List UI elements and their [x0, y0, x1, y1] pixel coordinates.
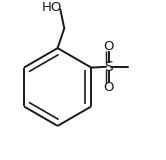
Text: HO: HO [42, 1, 63, 15]
Text: S: S [104, 60, 113, 74]
Text: O: O [103, 40, 114, 53]
Text: O: O [103, 81, 114, 94]
